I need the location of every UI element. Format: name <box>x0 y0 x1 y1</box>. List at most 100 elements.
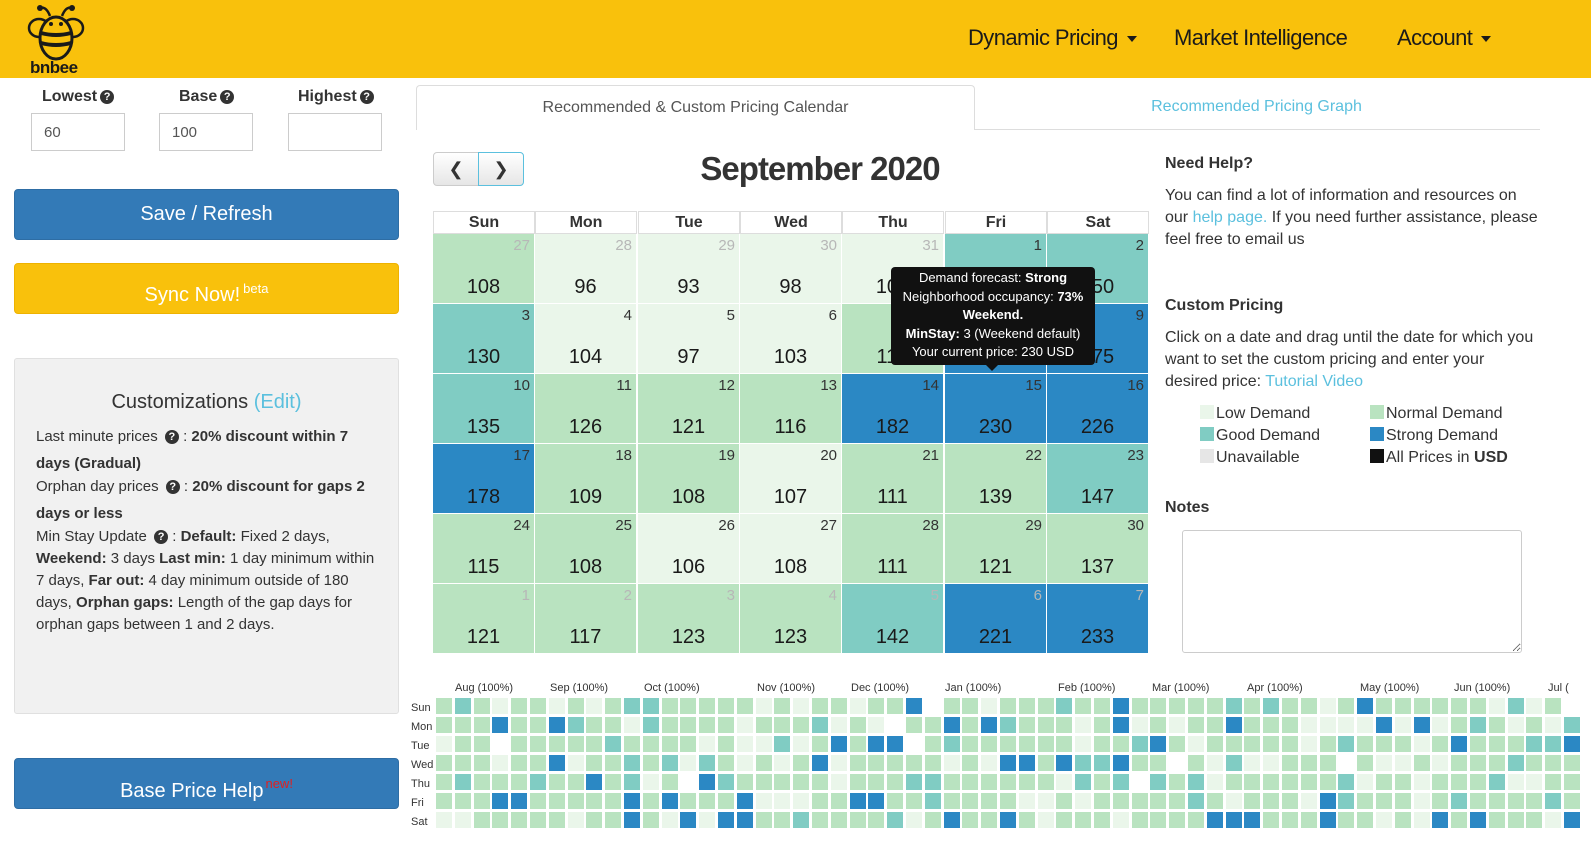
heatmap-cell[interactable] <box>1075 774 1091 790</box>
heatmap-cell[interactable] <box>1056 698 1072 714</box>
heatmap-cell[interactable] <box>1075 812 1091 828</box>
heatmap-cell[interactable] <box>962 755 978 771</box>
heatmap-cell[interactable] <box>925 717 941 733</box>
heatmap-cell[interactable] <box>1094 774 1110 790</box>
customizations-edit-link[interactable]: (Edit) <box>253 391 302 413</box>
heatmap-cell[interactable] <box>906 812 922 828</box>
heatmap-cell[interactable] <box>718 755 734 771</box>
heatmap-cell[interactable] <box>1244 812 1260 828</box>
heatmap-cell[interactable] <box>643 755 659 771</box>
heatmap-cell[interactable] <box>812 736 828 752</box>
heatmap-cell[interactable] <box>925 812 941 828</box>
heatmap-cell[interactable] <box>1113 793 1129 809</box>
heatmap-cell[interactable] <box>1113 698 1129 714</box>
heatmap-cell[interactable] <box>1188 717 1204 733</box>
heatmap-cell[interactable] <box>568 736 584 752</box>
heatmap-cell[interactable] <box>1320 736 1336 752</box>
heatmap-cell[interactable] <box>643 736 659 752</box>
heatmap-cell[interactable] <box>1282 774 1298 790</box>
heatmap-cell[interactable] <box>568 812 584 828</box>
heatmap-cell[interactable] <box>1188 812 1204 828</box>
heatmap-cell[interactable] <box>774 717 790 733</box>
heatmap-cell[interactable] <box>1357 793 1373 809</box>
calendar-day[interactable]: 7 233 <box>1047 584 1149 654</box>
heatmap-cell[interactable] <box>1000 812 1016 828</box>
heatmap-cell[interactable] <box>1564 793 1580 809</box>
heatmap-cell[interactable] <box>793 774 809 790</box>
heatmap-cell[interactable] <box>831 774 847 790</box>
heatmap-cell[interactable] <box>1038 793 1054 809</box>
heatmap-cell[interactable] <box>925 698 941 714</box>
heatmap-cell[interactable] <box>1113 774 1129 790</box>
heatmap-cell[interactable] <box>981 755 997 771</box>
heatmap-cell[interactable] <box>662 698 678 714</box>
heatmap-cell[interactable] <box>1526 717 1542 733</box>
heatmap-cell[interactable] <box>1056 717 1072 733</box>
heatmap-cell[interactable] <box>680 793 696 809</box>
logo-text[interactable]: bnbee <box>30 58 78 77</box>
heatmap-cell[interactable] <box>1526 698 1542 714</box>
heatmap-cell[interactable] <box>511 774 527 790</box>
heatmap-cell[interactable] <box>1414 755 1430 771</box>
heatmap-cell[interactable] <box>1019 736 1035 752</box>
heatmap-cell[interactable] <box>1188 774 1204 790</box>
heatmap-cell[interactable] <box>1508 698 1524 714</box>
heatmap-cell[interactable] <box>1075 717 1091 733</box>
notes-textarea[interactable] <box>1182 530 1522 653</box>
heatmap-cell[interactable] <box>1056 774 1072 790</box>
bee-logo-icon[interactable] <box>26 2 90 76</box>
heatmap-cell[interactable] <box>455 774 471 790</box>
heatmap-cell[interactable] <box>981 812 997 828</box>
heatmap-cell[interactable] <box>1526 755 1542 771</box>
calendar-day[interactable]: 21 111 <box>842 444 944 514</box>
heatmap-cell[interactable] <box>906 717 922 733</box>
heatmap-cell[interactable] <box>1320 774 1336 790</box>
calendar-day[interactable]: 27 108 <box>740 514 842 584</box>
heatmap-cell[interactable] <box>586 793 602 809</box>
heatmap-cell[interactable] <box>1226 793 1242 809</box>
base-price-input[interactable] <box>159 113 253 151</box>
heatmap-cell[interactable] <box>1414 774 1430 790</box>
heatmap-cell[interactable] <box>718 793 734 809</box>
calendar-day[interactable]: 29 93 <box>638 234 740 304</box>
heatmap-cell[interactable] <box>1395 736 1411 752</box>
heatmap-cell[interactable] <box>1508 774 1524 790</box>
heatmap-cell[interactable] <box>492 698 508 714</box>
heatmap-cell[interactable] <box>1000 717 1016 733</box>
calendar-day[interactable]: 12 121 <box>638 374 740 444</box>
heatmap-cell[interactable] <box>850 755 866 771</box>
heatmap-cell[interactable] <box>1395 812 1411 828</box>
heatmap-cell[interactable] <box>1019 812 1035 828</box>
calendar-day[interactable]: 1 121 <box>433 584 535 654</box>
nav-account[interactable]: Account <box>1397 25 1492 51</box>
heatmap-cell[interactable] <box>1132 793 1148 809</box>
next-month-button[interactable]: ❯ <box>478 152 524 186</box>
heatmap-cell[interactable] <box>1056 755 1072 771</box>
heatmap-cell[interactable] <box>812 793 828 809</box>
heatmap-cell[interactable] <box>962 717 978 733</box>
heatmap-cell[interactable] <box>1451 736 1467 752</box>
heatmap-cell[interactable] <box>605 774 621 790</box>
heatmap-cell[interactable] <box>1338 793 1354 809</box>
heatmap-cell[interactable] <box>1113 717 1129 733</box>
heatmap-cell[interactable] <box>1244 793 1260 809</box>
heatmap-cell[interactable] <box>1489 736 1505 752</box>
heatmap-cell[interactable] <box>737 812 753 828</box>
heatmap-cell[interactable] <box>699 717 715 733</box>
heatmap-cell[interactable] <box>1075 793 1091 809</box>
heatmap-cell[interactable] <box>1132 755 1148 771</box>
heatmap-cell[interactable] <box>511 736 527 752</box>
heatmap-cell[interactable] <box>756 717 772 733</box>
heatmap-cell[interactable] <box>1207 755 1223 771</box>
heatmap-cell[interactable] <box>774 812 790 828</box>
heatmap-cell[interactable] <box>586 774 602 790</box>
heatmap-cell[interactable] <box>1470 736 1486 752</box>
heatmap-cell[interactable] <box>680 755 696 771</box>
calendar-day[interactable]: 18 109 <box>535 444 637 514</box>
heatmap-cell[interactable] <box>1432 717 1448 733</box>
heatmap-cell[interactable] <box>1019 717 1035 733</box>
heatmap-cell[interactable] <box>1376 774 1392 790</box>
heatmap-cell[interactable] <box>831 755 847 771</box>
heatmap-cell[interactable] <box>887 812 903 828</box>
heatmap-cell[interactable] <box>831 698 847 714</box>
